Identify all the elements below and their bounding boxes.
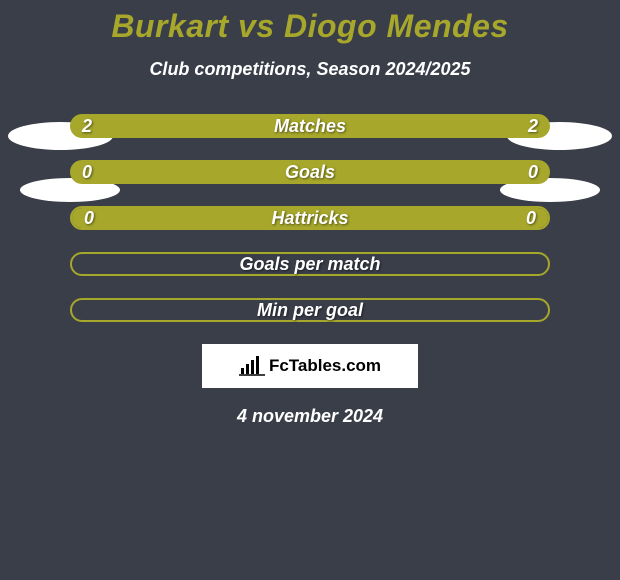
page-title: Burkart vs Diogo Mendes: [0, 0, 620, 45]
stat-left-value: 2: [82, 116, 92, 137]
page-subtitle: Club competitions, Season 2024/2025: [0, 59, 620, 80]
stat-left-value: 0: [84, 208, 94, 229]
stat-left-value: 0: [82, 162, 92, 183]
brand-badge[interactable]: FcTables.com: [202, 344, 418, 388]
brand-label: FcTables.com: [269, 356, 381, 376]
stat-label: Matches: [274, 116, 346, 137]
stat-label: Min per goal: [257, 300, 363, 321]
stat-row-goals: 0 Goals 0: [70, 160, 550, 184]
chart-bars-icon: [239, 356, 265, 376]
stat-row-min-per-goal: Min per goal: [70, 298, 550, 322]
stat-label: Goals per match: [239, 254, 380, 275]
stat-right-value: 0: [526, 208, 536, 229]
stat-row-goals-per-match: Goals per match: [70, 252, 550, 276]
stat-right-value: 2: [528, 116, 538, 137]
comparison-card: Burkart vs Diogo Mendes Club competition…: [0, 0, 620, 580]
stat-label: Hattricks: [271, 208, 348, 229]
stat-right-value: 0: [528, 162, 538, 183]
stat-rows: 2 Matches 2 0 Goals 0 0 Hattricks 0 Goal…: [70, 114, 550, 322]
stat-row-matches: 2 Matches 2: [70, 114, 550, 138]
date-text: 4 november 2024: [0, 406, 620, 427]
stat-row-hattricks: 0 Hattricks 0: [70, 206, 550, 230]
stat-label: Goals: [285, 162, 335, 183]
